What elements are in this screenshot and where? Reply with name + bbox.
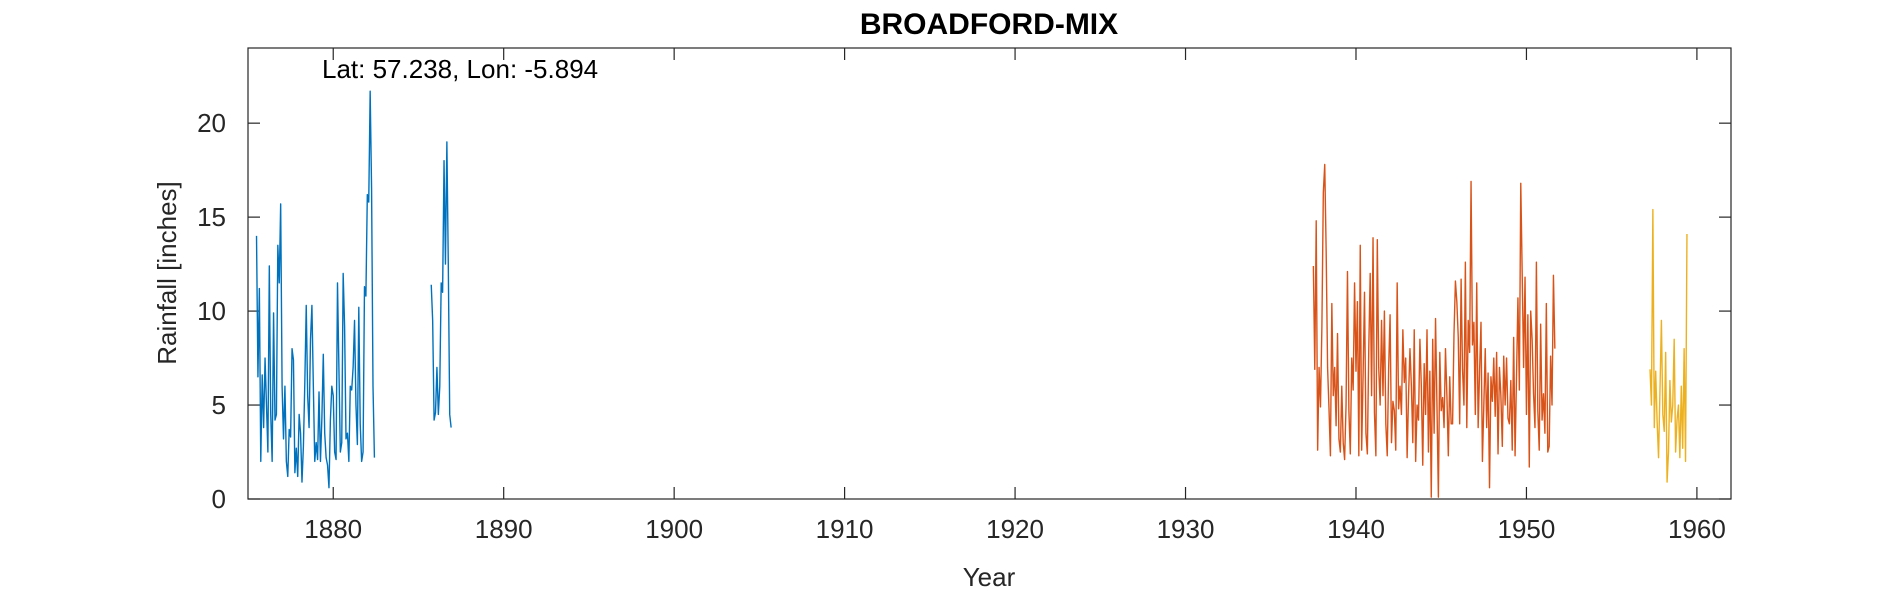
y-axis-ticks: 0 5 10 15 20	[197, 108, 1731, 514]
y-tick-label: 20	[197, 108, 226, 138]
x-axis-ticks: 1880 1890 1900 1910 1920 1930 1940 1950 1960	[304, 48, 1726, 544]
series-3	[1649, 208, 1688, 483]
series-2-line	[1312, 163, 1556, 498]
x-tick-label: 1960	[1668, 514, 1726, 544]
series-1-line	[430, 141, 452, 428]
x-tick-label: 1890	[475, 514, 533, 544]
series-3-line	[1649, 208, 1688, 483]
x-tick-label: 1920	[986, 514, 1044, 544]
y-tick-label: 15	[197, 202, 226, 232]
x-tick-label: 1930	[1157, 514, 1215, 544]
series-layer	[255, 90, 1688, 498]
series-2	[1312, 163, 1556, 498]
location-annotation: Lat: 57.238, Lon: -5.894	[322, 54, 598, 84]
x-tick-label: 1910	[816, 514, 874, 544]
series-1-line	[255, 90, 376, 489]
x-tick-label: 1880	[304, 514, 362, 544]
plot-axes	[247, 47, 1732, 500]
y-tick-label: 5	[212, 390, 226, 420]
y-tick-label: 10	[197, 296, 226, 326]
x-tick-label: 1900	[645, 514, 703, 544]
y-axis-label: Rainfall [inches]	[152, 181, 182, 365]
chart-title: BROADFORD-MIX	[860, 8, 1118, 41]
x-axis-label: Year	[963, 562, 1016, 591]
x-tick-label: 1950	[1498, 514, 1556, 544]
y-tick-label: 0	[212, 484, 226, 514]
x-tick-label: 1940	[1327, 514, 1385, 544]
series-1	[255, 90, 452, 489]
